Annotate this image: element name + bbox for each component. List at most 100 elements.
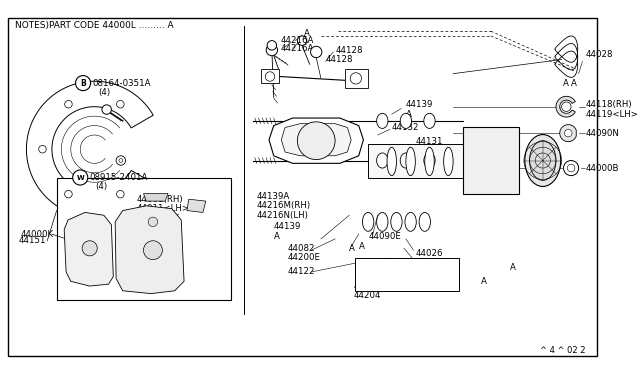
- Polygon shape: [560, 125, 576, 142]
- Text: 44216A: 44216A: [280, 36, 314, 45]
- Text: A: A: [413, 145, 419, 155]
- Circle shape: [267, 41, 276, 50]
- Ellipse shape: [387, 147, 396, 176]
- Text: 44090N: 44090N: [585, 129, 619, 138]
- Text: 44001(RH): 44001(RH): [137, 195, 184, 204]
- Text: 44128: 44128: [335, 46, 363, 55]
- Polygon shape: [64, 212, 113, 286]
- Circle shape: [562, 102, 571, 112]
- Text: 44200E: 44200E: [288, 253, 321, 262]
- Ellipse shape: [424, 153, 435, 168]
- Circle shape: [564, 129, 572, 137]
- Ellipse shape: [405, 212, 416, 231]
- Circle shape: [350, 73, 362, 84]
- Text: 44216M(RH): 44216M(RH): [257, 201, 311, 210]
- Text: 44216A: 44216A: [280, 44, 314, 53]
- Text: 44216N(LH): 44216N(LH): [257, 211, 308, 220]
- Text: A: A: [304, 29, 310, 38]
- Text: 08164-0351A: 08164-0351A: [93, 78, 151, 88]
- Circle shape: [116, 156, 125, 165]
- Text: NOTES)PART CODE 44000L ......... A: NOTES)PART CODE 44000L ......... A: [15, 21, 173, 30]
- Text: 44132: 44132: [392, 123, 419, 132]
- Text: 44080K: 44080K: [147, 214, 179, 222]
- Circle shape: [119, 158, 123, 163]
- Text: 44118(RH): 44118(RH): [585, 100, 632, 109]
- Bar: [368, 144, 519, 177]
- Text: 44000K: 44000K: [20, 230, 54, 239]
- Text: 44119<LH>: 44119<LH>: [585, 110, 638, 119]
- Circle shape: [148, 217, 157, 227]
- Text: 08915-2401A: 08915-2401A: [90, 173, 148, 182]
- Polygon shape: [269, 118, 364, 163]
- Circle shape: [298, 122, 335, 160]
- Ellipse shape: [525, 135, 561, 186]
- Text: 44082: 44082: [288, 244, 316, 253]
- Text: 44026: 44026: [415, 248, 443, 257]
- Text: B: B: [80, 78, 86, 88]
- Ellipse shape: [376, 113, 388, 128]
- Ellipse shape: [400, 113, 412, 128]
- Ellipse shape: [391, 212, 402, 231]
- Text: 44139: 44139: [406, 100, 433, 109]
- Ellipse shape: [444, 147, 453, 176]
- Text: 44151: 44151: [19, 236, 46, 245]
- Text: ^ 4 ^ 02 2: ^ 4 ^ 02 2: [540, 346, 585, 355]
- Text: A: A: [302, 36, 308, 45]
- Text: (4): (4): [98, 88, 110, 97]
- Bar: [463, 128, 519, 193]
- Text: A: A: [509, 263, 516, 272]
- Text: 44134: 44134: [436, 151, 463, 160]
- Ellipse shape: [376, 153, 388, 168]
- Ellipse shape: [400, 153, 412, 168]
- Circle shape: [76, 76, 91, 91]
- Polygon shape: [143, 193, 168, 201]
- Circle shape: [65, 100, 72, 108]
- Text: A: A: [481, 277, 487, 286]
- Text: 44204: 44204: [354, 291, 381, 300]
- Polygon shape: [115, 206, 184, 294]
- Text: 44000C: 44000C: [358, 272, 392, 281]
- Text: 44122: 44122: [288, 267, 316, 276]
- Text: A: A: [274, 231, 280, 241]
- Circle shape: [65, 190, 72, 198]
- Circle shape: [102, 105, 111, 114]
- Ellipse shape: [376, 212, 388, 231]
- Polygon shape: [282, 124, 351, 156]
- Ellipse shape: [424, 113, 435, 128]
- Bar: [355, 258, 459, 291]
- Circle shape: [266, 44, 278, 56]
- Text: 44128: 44128: [326, 55, 353, 64]
- Ellipse shape: [425, 147, 434, 176]
- Text: 44139A: 44139A: [257, 192, 290, 201]
- Circle shape: [564, 160, 579, 176]
- Circle shape: [567, 164, 575, 172]
- Polygon shape: [344, 69, 368, 88]
- Circle shape: [38, 145, 46, 153]
- Ellipse shape: [362, 212, 374, 231]
- Ellipse shape: [529, 141, 556, 180]
- Bar: [56, 177, 231, 300]
- Text: 44131: 44131: [415, 137, 443, 146]
- Polygon shape: [556, 96, 575, 117]
- Text: 44026: 44026: [415, 258, 443, 267]
- Polygon shape: [187, 199, 206, 212]
- Circle shape: [298, 36, 307, 45]
- Circle shape: [310, 46, 322, 58]
- Circle shape: [82, 241, 97, 256]
- Text: A: A: [358, 242, 365, 251]
- Polygon shape: [26, 81, 153, 217]
- Text: A: A: [563, 78, 568, 88]
- Text: A: A: [406, 110, 412, 119]
- Text: 44130: 44130: [354, 282, 381, 291]
- Circle shape: [143, 241, 163, 260]
- Circle shape: [116, 190, 124, 198]
- Text: 44090E: 44090E: [368, 232, 401, 241]
- Text: W: W: [76, 174, 84, 180]
- Ellipse shape: [419, 212, 431, 231]
- Circle shape: [73, 170, 88, 185]
- Text: 44000B: 44000B: [585, 164, 619, 173]
- Text: A: A: [349, 244, 355, 253]
- Circle shape: [116, 100, 124, 108]
- Text: (4): (4): [95, 182, 108, 192]
- Text: A: A: [571, 78, 577, 88]
